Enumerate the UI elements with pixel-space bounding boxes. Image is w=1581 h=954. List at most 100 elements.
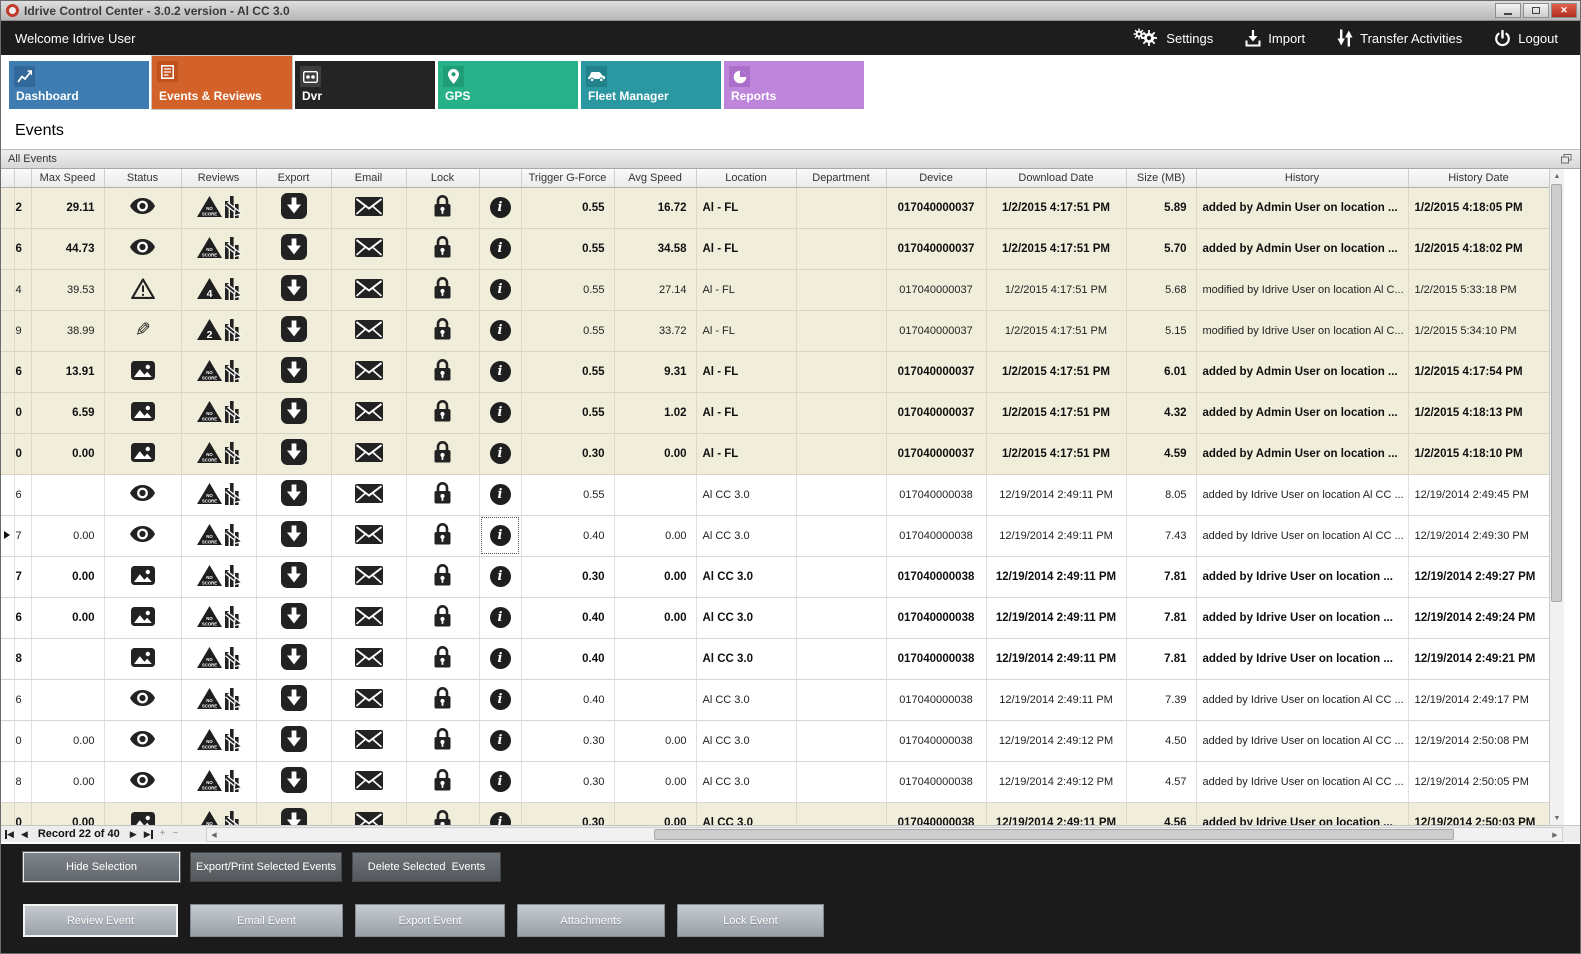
minimize-button[interactable] xyxy=(1495,3,1521,18)
export-cell[interactable] xyxy=(256,638,332,680)
history-date-cell[interactable]: 12/19/2014 2:49:21 PM xyxy=(1408,638,1550,680)
email-cell[interactable] xyxy=(331,351,407,393)
lock-cell[interactable] xyxy=(406,310,480,352)
column-header-department[interactable]: Department xyxy=(796,169,887,188)
column-header-device[interactable]: Device xyxy=(886,169,987,188)
size-cell[interactable]: 7.39 xyxy=(1126,679,1197,721)
email-cell[interactable] xyxy=(331,679,407,721)
email-event-button[interactable]: Email Event xyxy=(190,904,343,937)
history-date-cell[interactable]: 1/2/2015 5:34:10 PM xyxy=(1408,310,1550,352)
event-id-cell[interactable]: 0 xyxy=(14,720,32,762)
download-date-cell[interactable]: 12/19/2014 2:49:12 PM xyxy=(986,761,1127,803)
location-cell[interactable]: Al CC 3.0 xyxy=(696,720,797,762)
previous-record-button[interactable]: ◀ xyxy=(20,828,28,839)
export-cell[interactable] xyxy=(256,187,332,229)
status-cell[interactable] xyxy=(104,597,182,639)
table-row[interactable]: 6 NO SCORE i 0.55 Al CC 3.0 017040000038 12/19/… xyxy=(1,474,1550,516)
tab-dvr[interactable]: Dvr xyxy=(295,61,435,109)
size-cell[interactable]: 7.43 xyxy=(1126,515,1197,557)
device-cell[interactable]: 017040000038 xyxy=(886,679,987,721)
settings-button[interactable]: Settings xyxy=(1133,28,1213,48)
download-date-cell[interactable]: 12/19/2014 2:49:11 PM xyxy=(986,556,1127,598)
download-date-cell[interactable]: 1/2/2015 4:17:51 PM xyxy=(986,351,1127,393)
info-cell[interactable]: i xyxy=(479,515,522,557)
avg-speed-cell[interactable]: 0.00 xyxy=(614,761,697,803)
device-cell[interactable]: 017040000037 xyxy=(886,433,987,475)
max-speed-cell[interactable]: 0.00 xyxy=(31,720,105,762)
download-date-cell[interactable]: 12/19/2014 2:49:11 PM xyxy=(986,802,1127,825)
history-cell[interactable]: added by Idrive User on location ... xyxy=(1196,638,1409,680)
max-speed-cell[interactable]: 13.91 xyxy=(31,351,105,393)
history-date-cell[interactable]: 1/2/2015 4:18:10 PM xyxy=(1408,433,1550,475)
info-cell[interactable]: i xyxy=(479,269,522,311)
lock-cell[interactable] xyxy=(406,474,480,516)
download-date-cell[interactable]: 1/2/2015 4:17:51 PM xyxy=(986,310,1127,352)
lock-cell[interactable] xyxy=(406,228,480,270)
history-date-cell[interactable]: 12/19/2014 2:49:45 PM xyxy=(1408,474,1550,516)
max-speed-cell[interactable] xyxy=(31,474,105,516)
export-cell[interactable] xyxy=(256,761,332,803)
avg-speed-cell[interactable]: 9.31 xyxy=(614,351,697,393)
transfer-activities-button[interactable]: Transfer Activities xyxy=(1337,29,1462,47)
export-cell[interactable] xyxy=(256,679,332,721)
download-date-cell[interactable]: 1/2/2015 4:17:51 PM xyxy=(986,228,1127,270)
trigger-g-force-cell[interactable]: 0.30 xyxy=(521,556,615,598)
event-id-cell[interactable]: 7 xyxy=(14,556,32,598)
table-row[interactable]: 8 0.00 NO SCORE i 0.30 0.00 Al CC 3.0 0170400000… xyxy=(1,761,1550,803)
append-record-button[interactable]: + xyxy=(159,828,166,839)
device-cell[interactable]: 017040000037 xyxy=(886,228,987,270)
info-cell[interactable]: i xyxy=(479,720,522,762)
table-row[interactable]: 6 13.91 NO SCORE i 0.55 9.31 Al - FL 01704000003… xyxy=(1,351,1550,393)
column-header-size-mb[interactable]: Size (MB) xyxy=(1126,169,1197,188)
max-speed-cell[interactable] xyxy=(31,638,105,680)
email-cell[interactable] xyxy=(331,802,407,825)
download-date-cell[interactable]: 1/2/2015 4:17:51 PM xyxy=(986,187,1127,229)
table-row[interactable]: 0 0.00 NO SCORE i 0.30 0.00 Al - FL 017040000037… xyxy=(1,433,1550,475)
review-event-button[interactable]: Review Event xyxy=(23,904,178,937)
export-cell[interactable] xyxy=(256,228,332,270)
max-speed-cell[interactable]: 38.99 xyxy=(31,310,105,352)
history-cell[interactable]: added by Idrive User on location ... xyxy=(1196,802,1409,825)
event-id-cell[interactable]: 6 xyxy=(14,351,32,393)
location-cell[interactable]: Al CC 3.0 xyxy=(696,556,797,598)
lock-cell[interactable] xyxy=(406,187,480,229)
history-date-cell[interactable]: 12/19/2014 2:49:24 PM xyxy=(1408,597,1550,639)
location-cell[interactable]: Al - FL xyxy=(696,392,797,434)
tab-gps[interactable]: GPS xyxy=(438,61,578,109)
email-cell[interactable] xyxy=(331,474,407,516)
tab-events-reviews[interactable]: Events & Reviews xyxy=(151,55,293,110)
location-cell[interactable]: Al - FL xyxy=(696,351,797,393)
history-cell[interactable]: added by Idrive User on location ... xyxy=(1196,597,1409,639)
first-record-button[interactable]: ◀ xyxy=(5,828,14,839)
history-cell[interactable]: added by Idrive User on location Al CC .… xyxy=(1196,679,1409,721)
lock-cell[interactable] xyxy=(406,802,480,825)
horizontal-scrollbar[interactable]: ◀ ▶ xyxy=(206,827,1563,842)
location-cell[interactable]: Al CC 3.0 xyxy=(696,474,797,516)
department-cell[interactable] xyxy=(796,269,887,311)
avg-speed-cell[interactable]: 27.14 xyxy=(614,269,697,311)
column-header-export[interactable]: Export xyxy=(256,169,332,188)
trigger-g-force-cell[interactable]: 0.55 xyxy=(521,392,615,434)
lock-cell[interactable] xyxy=(406,433,480,475)
location-cell[interactable]: Al - FL xyxy=(696,310,797,352)
info-cell[interactable]: i xyxy=(479,638,522,680)
attachments-button[interactable]: Attachments xyxy=(517,904,665,937)
max-speed-cell[interactable]: 39.53 xyxy=(31,269,105,311)
export-cell[interactable] xyxy=(256,720,332,762)
size-cell[interactable]: 6.01 xyxy=(1126,351,1197,393)
info-cell[interactable]: i xyxy=(479,228,522,270)
status-cell[interactable] xyxy=(104,474,182,516)
department-cell[interactable] xyxy=(796,310,887,352)
export-cell[interactable] xyxy=(256,351,332,393)
logout-button[interactable]: Logout xyxy=(1494,29,1558,47)
department-cell[interactable] xyxy=(796,187,887,229)
event-id-cell[interactable]: 0 xyxy=(14,392,32,434)
info-cell[interactable]: i xyxy=(479,679,522,721)
download-date-cell[interactable]: 12/19/2014 2:49:11 PM xyxy=(986,474,1127,516)
tab-fleet-manager[interactable]: Fleet Manager xyxy=(581,61,721,109)
size-cell[interactable]: 8.05 xyxy=(1126,474,1197,516)
